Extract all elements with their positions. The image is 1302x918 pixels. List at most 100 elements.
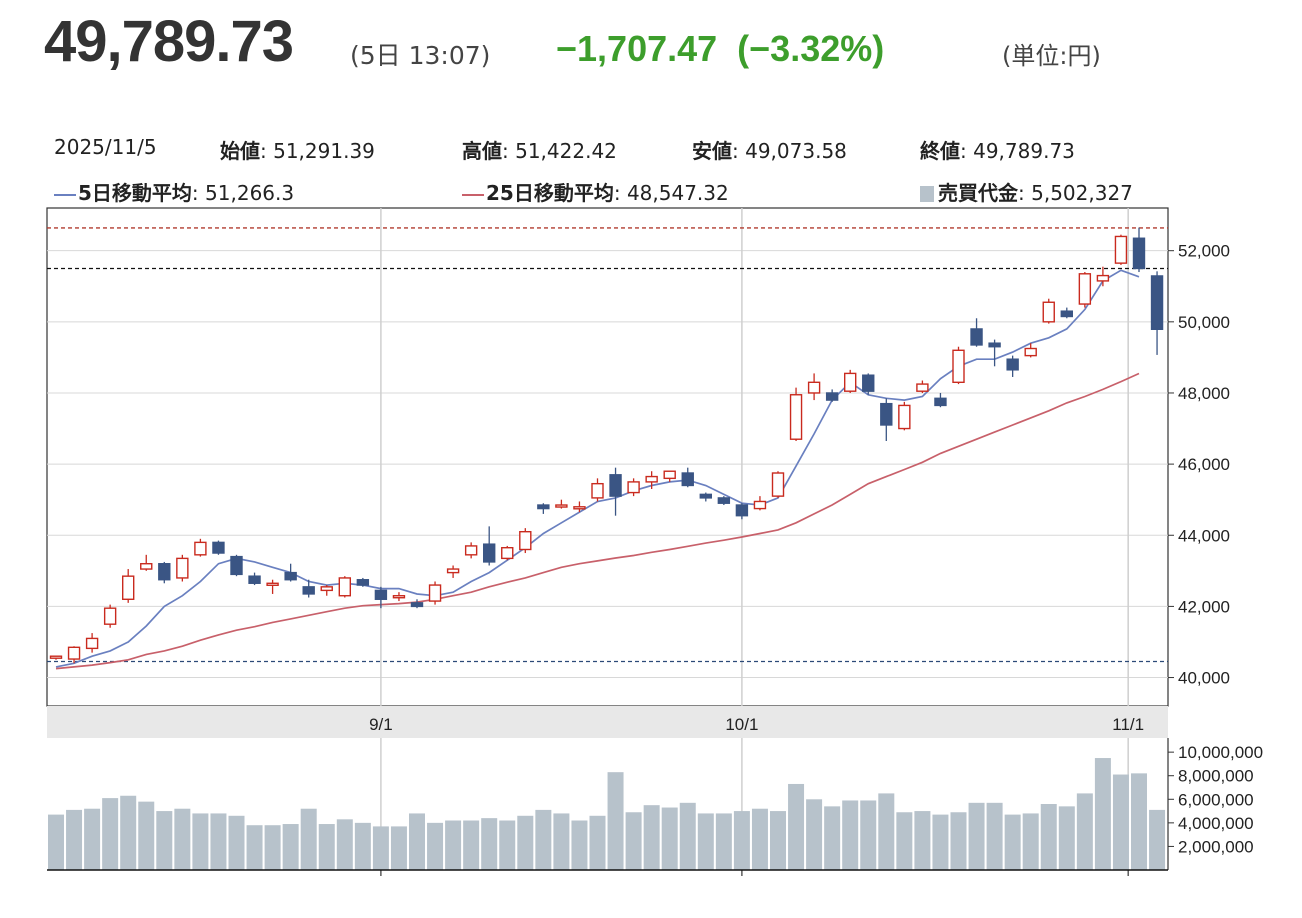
candle-body	[735, 504, 749, 517]
price-change: −1,707.47 (−3.32%)	[556, 28, 884, 70]
date-tick-label: 9/1	[369, 715, 393, 734]
candle-body	[645, 475, 658, 483]
candle-body	[483, 543, 496, 563]
date-tick-label: 10/1	[725, 715, 758, 734]
candle-body	[789, 394, 803, 440]
volume-bar	[354, 822, 371, 870]
volume-bar	[156, 811, 173, 870]
volume-bar	[1131, 773, 1147, 870]
volume-bar	[679, 802, 696, 870]
candle-body	[862, 374, 875, 392]
candle-body	[970, 328, 983, 346]
candle-body	[1096, 274, 1110, 282]
candle-body	[464, 545, 478, 556]
volume-bar	[102, 798, 119, 870]
high-item: 高値: 51,422.42	[462, 139, 617, 163]
volume-bar	[806, 799, 823, 870]
candle-body	[807, 381, 821, 394]
candle-body	[753, 500, 767, 510]
volume-bar	[553, 813, 570, 870]
candle-body	[374, 589, 388, 600]
volume-tick-label: 6,000,000	[1178, 790, 1254, 809]
candle-body	[356, 579, 370, 586]
volume-bar	[174, 808, 191, 870]
volume-swatch	[920, 186, 934, 202]
candle-body	[338, 577, 351, 597]
volume-bar	[751, 808, 768, 870]
current-price: 49,789.73	[44, 9, 294, 74]
volume-bar	[571, 820, 588, 870]
candle-body	[103, 607, 117, 625]
volume-bar	[932, 814, 949, 870]
candle-body	[176, 557, 189, 579]
low-label: 安値	[692, 139, 732, 163]
volume-bar	[390, 826, 407, 870]
high-value: 51,422.42	[515, 139, 617, 163]
candle-body	[158, 563, 171, 581]
candle-body	[501, 547, 514, 560]
change-percent: (−3.32%)	[737, 28, 885, 69]
volume-bar	[589, 815, 606, 870]
legend-ma5: 5日移動平均: 51,266.3	[54, 177, 294, 206]
volume-bar	[499, 820, 516, 870]
price-tick-label: 46,000	[1178, 455, 1230, 474]
ma5-swatch	[54, 193, 76, 196]
candle-body	[140, 563, 153, 570]
candle-body	[681, 472, 694, 487]
volume-tick-label: 8,000,000	[1178, 767, 1254, 786]
candle-body	[952, 349, 965, 383]
volume-bar	[66, 809, 83, 870]
candle-body	[825, 392, 839, 401]
legend-volume: 売買代金: 5,502,327	[920, 177, 1133, 206]
candle-body	[1078, 273, 1092, 305]
volume-bar	[282, 824, 299, 870]
candle-body	[392, 595, 406, 599]
close-item: 終値: 49,789.73	[920, 139, 1075, 163]
candle-body	[302, 586, 315, 595]
volume-bar	[1040, 804, 1057, 870]
candle-body	[1060, 310, 1074, 318]
date-tick-label: 11/1	[1112, 715, 1144, 734]
ma5-label: 5日移動平均	[78, 181, 192, 205]
volume-bar	[481, 818, 498, 870]
candle-body	[1132, 237, 1146, 270]
candle-body	[446, 568, 460, 574]
volume-bar	[246, 825, 263, 870]
candle-body	[609, 474, 622, 497]
candle-body	[67, 646, 81, 660]
volume-bar	[950, 812, 967, 870]
ma25-swatch	[462, 193, 484, 196]
volume-bar	[914, 811, 931, 870]
volume-tick-label: 4,000,000	[1178, 814, 1254, 833]
low-value: 49,073.58	[745, 139, 847, 163]
candle-body	[916, 383, 929, 392]
candle-body	[663, 470, 676, 480]
candle-body	[212, 541, 225, 554]
volume-bar	[860, 800, 877, 870]
candle-body	[284, 571, 297, 581]
volume-bar	[318, 824, 335, 870]
candle-body	[591, 482, 604, 499]
open-item: 始値: 51,291.39	[220, 139, 375, 163]
volume-bar	[210, 813, 227, 870]
candle-body	[1006, 358, 1019, 371]
ma25-value: 48,547.32	[626, 181, 729, 205]
volume-bar	[770, 811, 786, 870]
volume-tick-label: 2,000,000	[1178, 837, 1254, 856]
date-band	[47, 706, 1168, 738]
volume-bar	[1022, 813, 1039, 870]
volume-bar	[1076, 793, 1093, 870]
volume-bar	[986, 802, 1003, 870]
volume-bar	[788, 783, 805, 870]
volume-bar	[48, 814, 64, 870]
candle-body	[573, 506, 586, 510]
volume-bar	[372, 826, 389, 870]
volume-bar	[517, 815, 534, 870]
price-tick-label: 44,000	[1178, 526, 1230, 545]
low-item: 安値: 49,073.58	[692, 139, 847, 163]
change-value: −1,707.47	[556, 28, 718, 69]
price-tick-label: 40,000	[1178, 669, 1230, 688]
volume-bar	[445, 820, 462, 870]
price-tick-label: 42,000	[1178, 597, 1230, 616]
